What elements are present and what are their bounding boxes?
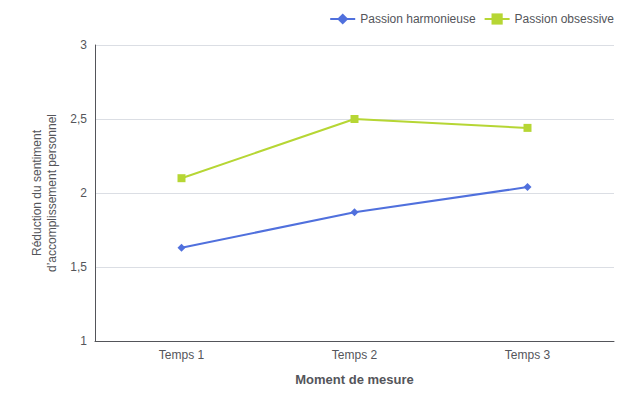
svg-text:1: 1 [80,334,87,348]
svg-text:2: 2 [80,186,87,200]
svg-text:Passion harmonieuse: Passion harmonieuse [360,12,476,26]
svg-text:Réduction du sentiment: Réduction du sentiment [30,129,44,256]
svg-text:d’accomplissement personnel: d’accomplissement personnel [45,114,59,272]
svg-text:Temps 2: Temps 2 [332,348,378,362]
svg-text:Moment de mesure: Moment de mesure [295,372,413,387]
svg-text:1,5: 1,5 [70,260,87,274]
svg-text:3: 3 [80,38,87,52]
svg-text:Temps 3: Temps 3 [505,348,551,362]
svg-text:2,5: 2,5 [70,112,87,126]
svg-text:Passion obsessive: Passion obsessive [515,12,615,26]
svg-text:Temps 1: Temps 1 [159,348,205,362]
